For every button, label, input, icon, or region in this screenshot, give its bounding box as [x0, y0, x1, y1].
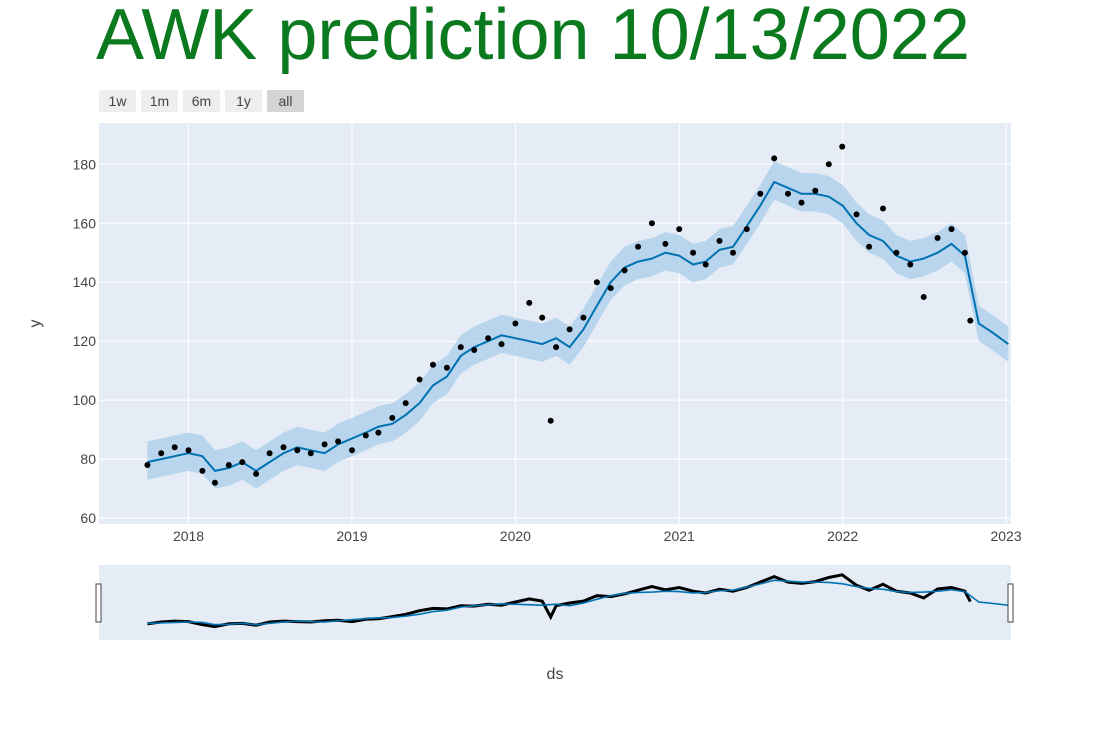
forecast-uncertainty-band	[147, 161, 1009, 489]
y-tick-label: 140	[73, 274, 97, 290]
y-axis-label: y	[27, 320, 44, 328]
actual-point	[798, 199, 805, 206]
actual-point	[593, 279, 600, 286]
actual-point	[812, 187, 819, 194]
y-tick-label: 100	[73, 392, 97, 408]
actual-point	[362, 432, 369, 439]
actual-point	[526, 299, 533, 306]
actual-point	[307, 450, 314, 457]
actual-point	[967, 317, 974, 324]
rangeslider-forecast-line	[147, 579, 1009, 626]
actual-point	[757, 190, 764, 197]
actual-point	[335, 438, 342, 445]
x-tick-label: 2022	[827, 528, 858, 544]
range-button-1m[interactable]: 1m	[141, 90, 178, 112]
actual-point	[690, 249, 697, 256]
actual-point	[416, 376, 423, 383]
plot-layer	[144, 143, 1009, 489]
actual-point	[920, 294, 927, 300]
x-tick-label: 2019	[336, 528, 367, 544]
x-tick-label: 2023	[990, 528, 1021, 544]
range-button-all[interactable]: all	[267, 90, 304, 112]
actual-point	[785, 190, 791, 197]
rangeslider-right-handle[interactable]	[1007, 583, 1014, 623]
actual-point	[907, 261, 914, 268]
actual-point	[621, 267, 628, 274]
range-button-6m[interactable]: 6m	[183, 90, 220, 112]
actual-point	[375, 429, 382, 436]
range-selector: 1w 1m 6m 1y all	[99, 90, 304, 112]
actual-point	[294, 447, 301, 454]
forecast-line	[147, 180, 1009, 473]
actual-point	[171, 444, 178, 451]
actual-point	[144, 462, 151, 468]
actual-point	[389, 414, 396, 421]
actual-point	[443, 364, 450, 371]
rangeslider-area	[99, 565, 1011, 640]
actual-point	[893, 249, 900, 256]
actual-point	[457, 344, 464, 351]
actual-point	[580, 314, 587, 321]
actual-point	[158, 450, 165, 457]
actual-point	[702, 261, 709, 268]
actual-point	[402, 400, 409, 407]
actual-point	[716, 237, 723, 244]
actual-point	[253, 470, 260, 477]
actual-point	[547, 417, 554, 424]
y-tick-label: 160	[73, 215, 97, 231]
actual-point	[730, 249, 736, 256]
actual-point	[185, 447, 192, 454]
actual-point	[239, 459, 246, 466]
x-tick-label: 2021	[664, 528, 695, 544]
actual-point	[743, 226, 750, 233]
actual-point	[825, 161, 832, 168]
actual-point	[539, 314, 546, 321]
actual-point	[676, 226, 683, 233]
x-axis-label: ds	[547, 666, 564, 683]
y-tick-label: 60	[80, 510, 96, 526]
actual-point	[853, 211, 860, 218]
actual-point	[471, 347, 478, 353]
actual-point	[934, 235, 941, 241]
actual-point	[648, 220, 655, 227]
actual-point	[635, 243, 642, 250]
actual-point	[349, 447, 355, 454]
y-tick-label: 80	[80, 451, 96, 467]
actual-point	[280, 444, 287, 451]
actual-point	[961, 249, 968, 256]
actual-point	[566, 326, 573, 333]
x-tick-label: 2020	[500, 528, 531, 544]
actual-point	[321, 441, 328, 448]
actual-point	[225, 462, 232, 468]
range-button-1y[interactable]: 1y	[225, 90, 262, 112]
actual-point	[512, 320, 519, 327]
rangeslider-left-handle[interactable]	[95, 583, 102, 623]
actual-point	[771, 155, 778, 162]
actual-point	[880, 205, 886, 212]
y-tick-label: 120	[73, 333, 97, 349]
actual-point	[866, 243, 873, 250]
actual-point	[662, 240, 669, 247]
actual-point	[839, 143, 846, 150]
x-tick-label: 2018	[173, 528, 204, 544]
actual-point	[553, 344, 560, 351]
actual-point	[948, 226, 955, 233]
actual-point	[485, 335, 492, 342]
actual-point	[498, 341, 505, 348]
actual-point	[607, 285, 614, 292]
actual-point	[266, 450, 273, 457]
actual-point	[212, 479, 218, 486]
actual-point	[430, 361, 436, 368]
y-tick-label: 180	[73, 156, 97, 172]
range-button-1w[interactable]: 1w	[99, 90, 136, 112]
actual-point	[199, 467, 206, 474]
chart-title: AWK prediction 10/13/2022	[96, 0, 970, 75]
